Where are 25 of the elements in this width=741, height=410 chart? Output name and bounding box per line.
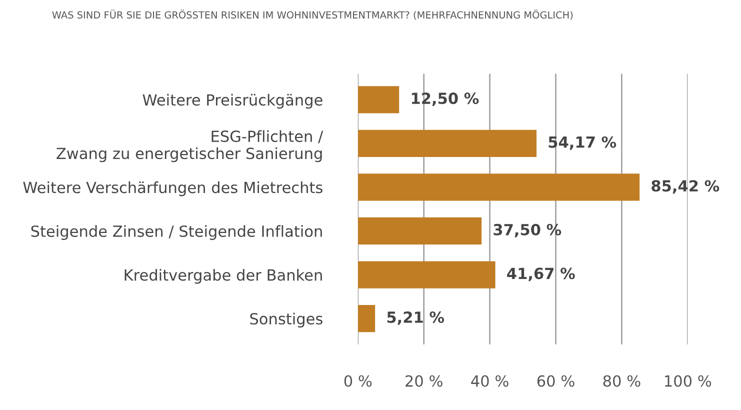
y-tick-label: Kreditvergabe der Banken bbox=[124, 268, 322, 284]
bar bbox=[358, 130, 537, 158]
bar bbox=[358, 304, 376, 332]
data-label: 85,42 % bbox=[652, 180, 720, 194]
y-tick-label: Sonstiges bbox=[250, 312, 322, 328]
x-tick-label: 40 % bbox=[471, 375, 508, 387]
x-tick-label: 80 % bbox=[603, 375, 640, 387]
data-label: 41,67 % bbox=[507, 268, 575, 282]
x-tick-label: 20 % bbox=[406, 375, 442, 387]
chart-title: WAS SIND FÜR SIE DIE GRÖSSTEN RISIKEN IM WOHNINVESTMENTMARKT? (MEHRFACHNENNUNG MÖGLICH) bbox=[52, 10, 573, 20]
bar bbox=[358, 86, 400, 114]
data-label: 12,50 % bbox=[412, 92, 479, 106]
bar bbox=[358, 261, 496, 288]
data-label: 37,50 % bbox=[494, 224, 562, 238]
data-label: 54,17 % bbox=[548, 136, 616, 150]
x-tick-label: 0 % bbox=[344, 375, 372, 387]
y-tick-label: Steigende Zinsen / Steigende Inflation bbox=[31, 225, 322, 240]
y-tick-label: Weitere Verschärfungen des Mietrechts bbox=[23, 181, 322, 196]
bar bbox=[358, 174, 640, 201]
x-tick-label: 60 % bbox=[537, 375, 574, 387]
data-label: 5,21 % bbox=[387, 311, 444, 325]
y-tick-label: ESG-Pflichten / Zwang zu energetischer Sanierung bbox=[56, 130, 324, 162]
x-tick-label: 100 % bbox=[665, 375, 712, 387]
y-tick-label: Weitere Preisrückgänge bbox=[142, 94, 322, 109]
bar bbox=[358, 217, 482, 245]
